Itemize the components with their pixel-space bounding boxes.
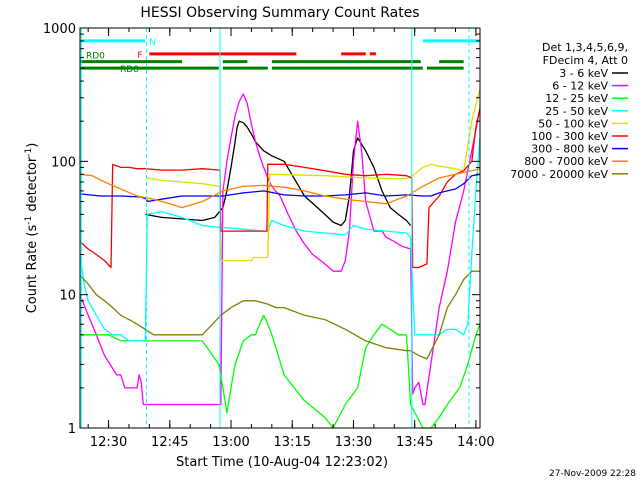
flag-group: NF RD0 RD8 <box>80 38 480 75</box>
chart-title: HESSI Observing Summary Count Rates <box>140 5 419 21</box>
series-line-4 <box>147 88 481 262</box>
legend-header: Det 1,3,4,5,6,9, <box>542 41 628 54</box>
legend-label: 3 - 6 keV <box>559 67 608 80</box>
legend-label: 7000 - 20000 keV <box>510 168 608 181</box>
legend-label: 12 - 25 keV <box>545 92 608 105</box>
series-line-3 <box>79 137 481 342</box>
y-axis: 1 10 100 1000 <box>43 22 480 437</box>
legend-label: 300 - 800 keV <box>531 143 608 156</box>
x-axis-title: Start Time (10-Aug-04 12:23:02) <box>176 455 388 470</box>
flag-label-rd0: RD0 <box>86 52 105 62</box>
legend-header: FDecim 4, Att 0 <box>543 54 628 67</box>
legend-label: 6 - 12 keV <box>552 80 608 93</box>
series-line-5 <box>79 108 481 269</box>
series-line-2 <box>80 314 481 429</box>
flag-label-rd8: RD8 <box>120 65 139 75</box>
series-line-0 <box>145 120 412 227</box>
legend-label: 25 - 50 keV <box>545 105 608 118</box>
series-line-7 <box>79 168 481 209</box>
x-tick-label: 14:00 <box>457 435 494 450</box>
y-tick-label: 1 <box>68 422 76 437</box>
x-axis: 12:30 12:45 13:00 13:15 13:30 13:45 14:00 <box>87 28 495 450</box>
x-tick-label: 13:30 <box>335 435 372 450</box>
flag-label-n: N <box>149 38 156 48</box>
series-group <box>79 88 481 429</box>
series-line-1 <box>79 93 481 406</box>
y-tick-label: 10 <box>59 289 76 304</box>
legend: Det 1,3,4,5,6,9,FDecim 4, Att 03 - 6 keV… <box>510 41 628 181</box>
vline-group <box>80 28 470 428</box>
flag-label-f: F <box>137 51 142 61</box>
y-axis-title: Count Rate (s-1 detector-1) <box>24 143 40 314</box>
footer-timestamp: 27-Nov-2009 22:28 <box>549 469 636 479</box>
x-tick-label: 13:15 <box>274 435 311 450</box>
x-tick-label: 13:00 <box>212 435 249 450</box>
legend-label: 100 - 300 keV <box>531 130 608 143</box>
y-tick-label: 100 <box>51 155 76 170</box>
legend-label: 50 - 100 keV <box>538 117 608 130</box>
legend-label: 800 - 7000 keV <box>524 155 608 168</box>
x-tick-label: 13:45 <box>396 435 433 450</box>
plot-frame <box>79 27 481 429</box>
series-line-8 <box>79 270 480 360</box>
x-tick-label: 12:45 <box>151 435 188 450</box>
y-tick-label: 1000 <box>43 22 76 37</box>
x-tick-label: 12:30 <box>90 435 127 450</box>
